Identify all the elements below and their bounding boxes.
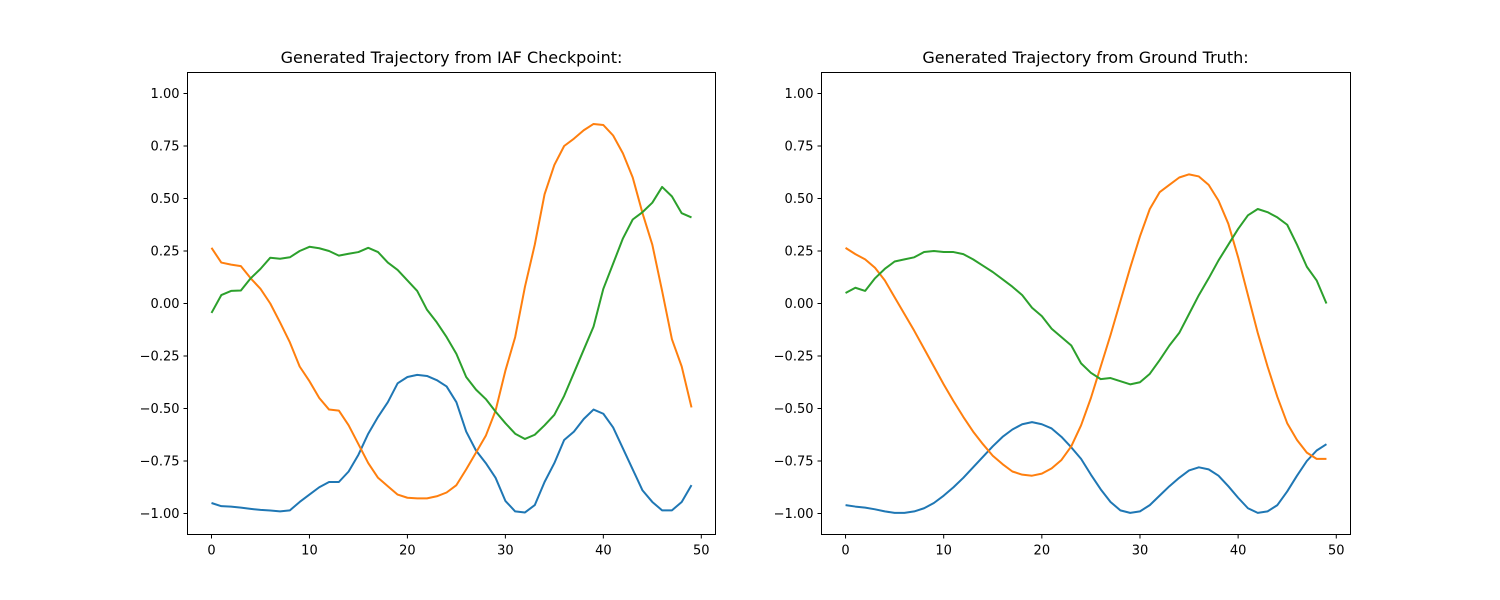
y-tick-label: 0.00	[151, 297, 180, 312]
lines-right	[845, 173, 1328, 514]
left-series-green-line	[210, 185, 692, 440]
left-series-blue-line	[211, 373, 693, 514]
y-tick-label: −1.00	[140, 507, 180, 522]
chart-title-right: Generated Trajectory from Ground Truth:	[922, 48, 1248, 67]
y-tick-label: −0.50	[140, 402, 180, 417]
y-tick-label: −0.75	[774, 455, 814, 470]
y-tick-label: −0.75	[140, 455, 180, 470]
x-tick-label: 10	[935, 544, 952, 559]
lines-left	[210, 122, 693, 514]
right-series-green-line	[845, 208, 1328, 386]
right-series-blue-line	[845, 421, 1327, 514]
x-tick-label: 0	[841, 544, 849, 559]
x-tick-label: 50	[1328, 544, 1345, 559]
y-tick-label: 0.25	[151, 245, 180, 260]
y-tick-label: −1.00	[774, 507, 814, 522]
y-tick-label: 0.50	[151, 192, 180, 207]
y-tick-label: 1.00	[151, 87, 180, 102]
axes-left-iaf-checkpoint: Generated Trajectory from IAF Checkpoint…	[140, 48, 716, 559]
y-tick-label: 0.25	[785, 245, 814, 260]
x-tick-label: 30	[497, 544, 514, 559]
chart-title-left: Generated Trajectory from IAF Checkpoint…	[281, 48, 623, 67]
x-tick-label: 20	[399, 544, 416, 559]
y-tick-label: 0.75	[151, 140, 180, 155]
x-tick-label: 40	[1230, 544, 1247, 559]
y-tick-label: 0.50	[785, 192, 814, 207]
x-tick-label: 50	[693, 544, 710, 559]
x-tick-label: 40	[595, 544, 612, 559]
y-tick-label: 1.00	[785, 87, 814, 102]
y-tick-label: −0.25	[140, 350, 180, 365]
plot-frame-right	[821, 72, 1351, 535]
y-tick-label: −0.25	[774, 350, 814, 365]
left-series-orange-line	[210, 122, 693, 500]
y-tick-label: −0.50	[774, 402, 814, 417]
y-tick-label: 0.75	[785, 140, 814, 155]
x-tick-label: 30	[1132, 544, 1149, 559]
x-tick-label: 10	[301, 544, 318, 559]
axes-right-ground-truth: Generated Trajectory from Ground Truth: …	[774, 48, 1351, 559]
ticks-left: 0 10 20 30 40 50 −1.00 −0.75 −0.50 −0.25 0.00 0.25 0…	[140, 87, 710, 559]
x-tick-label: 20	[1034, 544, 1051, 559]
right-series-orange-line	[845, 173, 1327, 477]
y-tick-label: 0.00	[785, 297, 814, 312]
plot-frame-left	[187, 72, 716, 535]
ticks-right: 0 10 20 30 40 50 −1.00 −0.75 −0.50 −0.25 0.00 0.25 0…	[774, 87, 1345, 559]
x-tick-label: 0	[207, 544, 215, 559]
